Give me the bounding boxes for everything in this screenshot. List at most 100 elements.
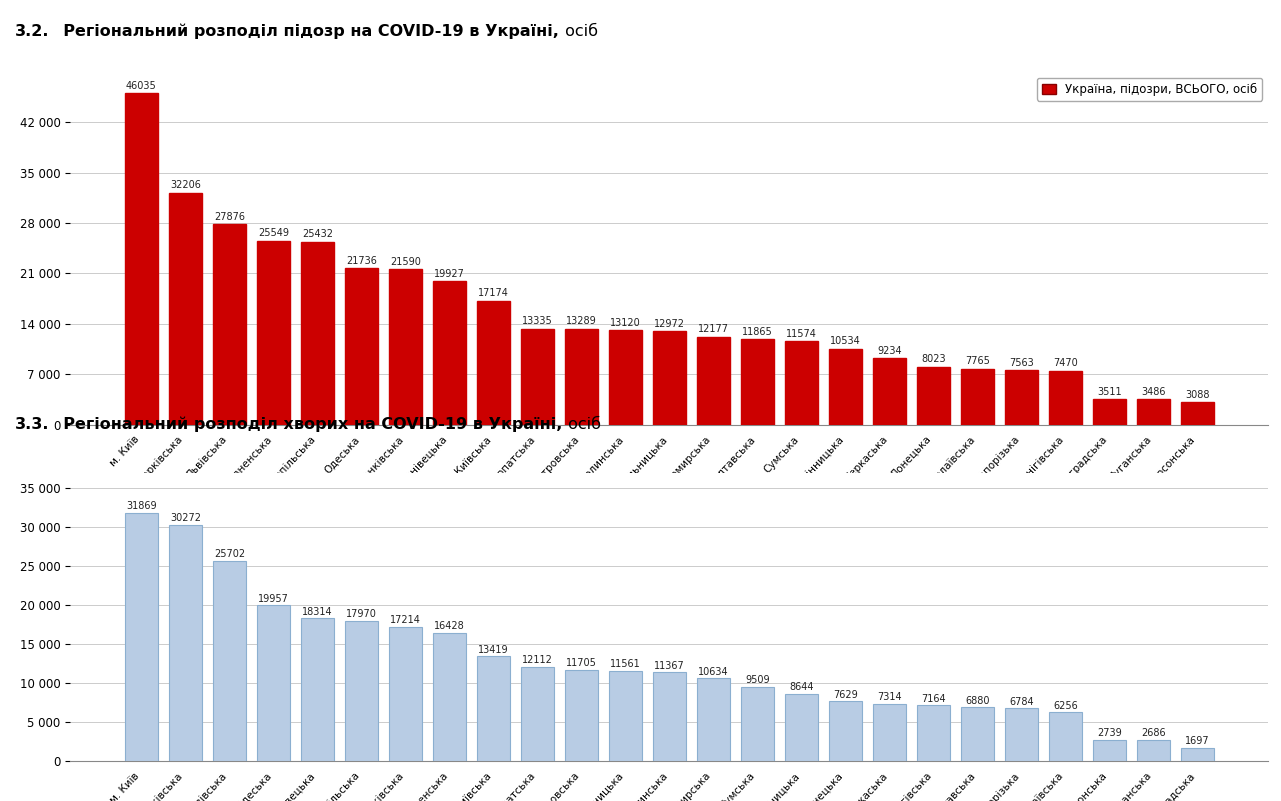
Bar — [653, 332, 685, 425]
Text: 7470: 7470 — [1053, 358, 1077, 368]
Bar — [1181, 402, 1214, 425]
Bar — [1049, 371, 1081, 425]
Text: 10534: 10534 — [830, 336, 861, 346]
Text: 9509: 9509 — [746, 675, 770, 686]
Text: 17970: 17970 — [346, 610, 377, 619]
Bar — [608, 671, 642, 761]
Text: 21590: 21590 — [389, 257, 420, 267]
Bar — [213, 224, 246, 425]
Legend: Україна, підозри, ВСЬОГО, осіб: Україна, підозри, ВСЬОГО, осіб — [1038, 78, 1262, 101]
Bar — [565, 670, 598, 761]
Bar — [301, 242, 334, 425]
Bar — [345, 268, 378, 425]
Text: 25432: 25432 — [302, 229, 333, 239]
Bar — [389, 269, 421, 425]
Bar — [521, 328, 553, 425]
Bar — [785, 341, 817, 425]
Text: 17174: 17174 — [478, 288, 509, 299]
Text: 31869: 31869 — [126, 501, 156, 511]
Text: осіб: осіб — [564, 417, 601, 432]
Bar — [740, 686, 774, 761]
Text: 2739: 2739 — [1097, 728, 1122, 738]
Bar — [697, 337, 730, 425]
Text: Регіональний розподіл підозр на COVID-19 в Україні,: Регіональний розподіл підозр на COVID-19… — [51, 23, 559, 39]
Text: 27876: 27876 — [214, 211, 245, 222]
Text: 3.2.: 3.2. — [15, 24, 50, 39]
Text: 7314: 7314 — [877, 692, 902, 702]
Text: 25549: 25549 — [257, 228, 290, 238]
Bar — [785, 694, 817, 761]
Text: 11574: 11574 — [785, 328, 817, 339]
Bar — [345, 621, 378, 761]
Text: осіб: осіб — [560, 24, 598, 39]
Text: 19957: 19957 — [257, 594, 288, 604]
Text: 11705: 11705 — [566, 658, 597, 668]
Text: 11367: 11367 — [653, 661, 685, 670]
Bar — [301, 618, 334, 761]
Bar — [389, 627, 421, 761]
Bar — [433, 281, 466, 425]
Text: 32206: 32206 — [170, 180, 201, 191]
Bar — [872, 704, 906, 761]
Text: 25702: 25702 — [214, 549, 245, 559]
Text: 8644: 8644 — [789, 682, 813, 692]
Bar — [961, 368, 994, 425]
Text: 21736: 21736 — [346, 256, 377, 266]
Text: 12972: 12972 — [653, 319, 685, 328]
Text: 13120: 13120 — [610, 318, 640, 328]
Text: 3.3.: 3.3. — [15, 417, 50, 432]
Bar — [477, 301, 510, 425]
Text: 12177: 12177 — [698, 324, 729, 335]
Bar — [169, 525, 202, 761]
Bar — [917, 705, 949, 761]
Bar — [653, 672, 685, 761]
Bar — [697, 678, 730, 761]
Bar — [257, 606, 290, 761]
Text: 13419: 13419 — [478, 645, 509, 654]
Bar — [961, 707, 994, 761]
Text: 6880: 6880 — [965, 696, 989, 706]
Bar — [740, 339, 774, 425]
Text: 3088: 3088 — [1185, 390, 1209, 400]
Text: 12112: 12112 — [521, 655, 553, 665]
Text: 11865: 11865 — [742, 327, 772, 336]
Text: 18314: 18314 — [302, 606, 333, 617]
Text: 7164: 7164 — [921, 694, 945, 703]
Text: 3486: 3486 — [1141, 387, 1166, 397]
Text: 2686: 2686 — [1141, 728, 1166, 739]
Text: 19927: 19927 — [434, 268, 465, 279]
Bar — [1093, 739, 1126, 761]
Bar — [521, 666, 553, 761]
Text: 13335: 13335 — [521, 316, 552, 326]
Text: 7765: 7765 — [965, 356, 990, 366]
Text: Регіональний розподіл хворих на COVID-19 в Україні,: Регіональний розподіл хворих на COVID-19… — [51, 416, 562, 432]
Bar — [608, 330, 642, 425]
Text: 9234: 9234 — [877, 345, 902, 356]
Text: 6784: 6784 — [1009, 697, 1034, 706]
Bar — [872, 358, 906, 425]
Text: 46035: 46035 — [126, 81, 156, 91]
Text: 8023: 8023 — [921, 354, 945, 364]
Bar — [1136, 740, 1170, 761]
Bar — [169, 193, 202, 425]
Bar — [1049, 712, 1081, 761]
Bar — [213, 561, 246, 761]
Bar — [917, 367, 949, 425]
Bar — [1004, 370, 1038, 425]
Text: 6256: 6256 — [1053, 701, 1077, 710]
Bar — [1093, 399, 1126, 425]
Bar — [829, 702, 862, 761]
Bar — [126, 513, 158, 761]
Bar — [257, 241, 290, 425]
Text: 11561: 11561 — [610, 659, 640, 670]
Bar — [1004, 708, 1038, 761]
Bar — [1181, 747, 1214, 761]
Bar — [126, 94, 158, 425]
Text: 3511: 3511 — [1097, 387, 1122, 396]
Text: 13289: 13289 — [566, 316, 597, 327]
Text: 7563: 7563 — [1009, 357, 1034, 368]
Text: 10634: 10634 — [698, 666, 729, 677]
Bar — [477, 656, 510, 761]
Bar — [433, 633, 466, 761]
Bar — [829, 348, 862, 425]
